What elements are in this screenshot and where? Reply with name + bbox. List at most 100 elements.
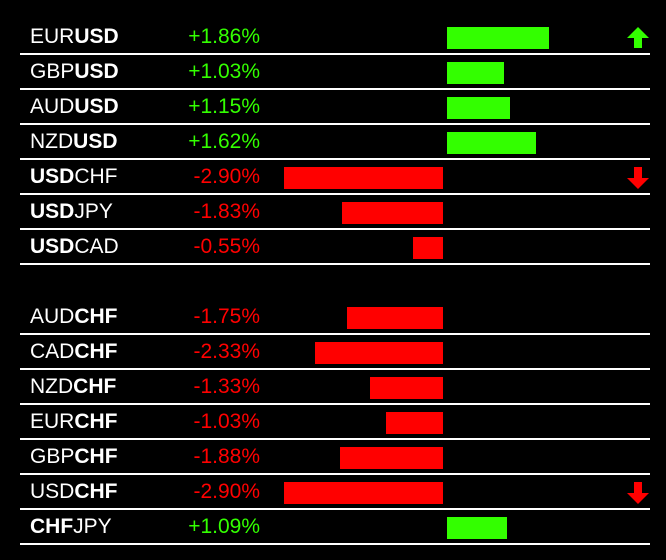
percent-change: -2.90% [193,165,260,188]
row-divider [20,263,650,265]
arrow-up-icon [627,27,649,49]
pair-row: AUDCHF -1.75% [20,300,650,335]
pair-row: NZDUSD +1.62% [20,125,650,160]
arrow-down-icon [627,167,649,189]
pair-name: EURCHF [30,410,118,434]
pair-name: GBPUSD [30,60,119,84]
quote-currency: CHF [74,340,118,363]
row-divider [20,508,650,510]
quote-currency: CHF [74,410,118,433]
percent-change: -1.83% [193,200,260,223]
base-currency: CHF [30,515,74,538]
percent-change: +1.03% [188,60,260,83]
base-currency: AUD [30,95,75,118]
negative-strength-bar [283,482,443,504]
row-divider [20,438,650,440]
base-currency: USD [30,235,75,258]
percent-change: +1.15% [188,95,260,118]
pair-name: USDJPY [30,200,113,224]
quote-currency: USD [74,95,119,118]
row-divider [20,158,650,160]
quote-currency: CHF [74,305,118,328]
row-divider [20,543,650,545]
row-divider [20,333,650,335]
pair-name: USDCHF [30,165,118,189]
quote-currency: CHF [73,375,117,398]
pair-row: GBPCHF -1.88% [20,440,650,475]
row-divider [20,53,650,55]
pair-row: USDCHF -2.90% [20,475,650,510]
base-currency: EUR [30,410,75,433]
base-currency: NZD [30,375,74,398]
quote-currency: USD [74,25,119,48]
base-currency: USD [30,480,75,503]
pair-row: NZDCHF -1.33% [20,370,650,405]
positive-strength-bar [447,517,507,539]
quote-currency: CHF [74,165,118,188]
quote-currency: USD [73,130,118,153]
negative-strength-bar [346,307,443,329]
row-divider [20,403,650,405]
pair-name: USDCHF [30,480,118,504]
row-divider [20,88,650,90]
base-currency: USD [30,165,75,188]
quote-currency: JPY [73,515,112,538]
percent-change: +1.86% [188,25,260,48]
pair-name: AUDUSD [30,95,119,119]
negative-strength-bar [339,447,443,469]
row-divider [20,123,650,125]
row-divider [20,193,650,195]
negative-strength-bar [412,237,443,259]
base-currency: CAD [30,340,75,363]
quote-currency: CHF [74,445,118,468]
pair-name: USDCAD [30,235,119,259]
row-divider [20,368,650,370]
pair-row: USDJPY -1.83% [20,195,650,230]
pair-row: EURCHF -1.03% [20,405,650,440]
pair-row: CADCHF -2.33% [20,335,650,370]
pair-name: AUDCHF [30,305,118,329]
positive-strength-bar [447,97,511,119]
pair-row: USDCHF -2.90% [20,160,650,195]
pair-name: CHFJPY [30,515,112,539]
percent-change: -2.33% [193,340,260,363]
negative-strength-bar [283,167,443,189]
percent-change: +1.09% [188,515,260,538]
pair-row: USDCAD -0.55% [20,230,650,265]
pair-row: AUDUSD +1.15% [20,90,650,125]
pair-row: GBPUSD +1.03% [20,55,650,90]
pair-name: NZDCHF [30,375,116,399]
base-currency: AUD [30,305,75,328]
positive-strength-bar [447,132,537,154]
positive-strength-bar [447,27,550,49]
percent-change: -0.55% [193,235,260,258]
row-divider [20,473,650,475]
quote-currency: CAD [74,235,119,258]
pair-row: CHFJPY +1.09% [20,510,650,545]
pair-name: CADCHF [30,340,118,364]
base-currency: NZD [30,130,74,153]
quote-currency: JPY [74,200,113,223]
base-currency: EUR [30,25,75,48]
percent-change: +1.62% [188,130,260,153]
pair-row: EURUSD +1.86% [20,20,650,55]
quote-currency: CHF [74,480,118,503]
negative-strength-bar [369,377,443,399]
percent-change: -1.75% [193,305,260,328]
percent-change: -1.33% [193,375,260,398]
pair-name: NZDUSD [30,130,118,154]
pair-name: GBPCHF [30,445,118,469]
positive-strength-bar [447,62,504,84]
pair-name: EURUSD [30,25,119,49]
arrow-down-icon [627,482,649,504]
base-currency: GBP [30,445,75,468]
row-divider [20,228,650,230]
negative-strength-bar [386,412,443,434]
percent-change: -2.90% [193,480,260,503]
percent-change: -1.03% [193,410,260,433]
negative-strength-bar [314,342,443,364]
base-currency: USD [30,200,75,223]
quote-currency: USD [74,60,119,83]
base-currency: GBP [30,60,75,83]
percent-change: -1.88% [193,445,260,468]
